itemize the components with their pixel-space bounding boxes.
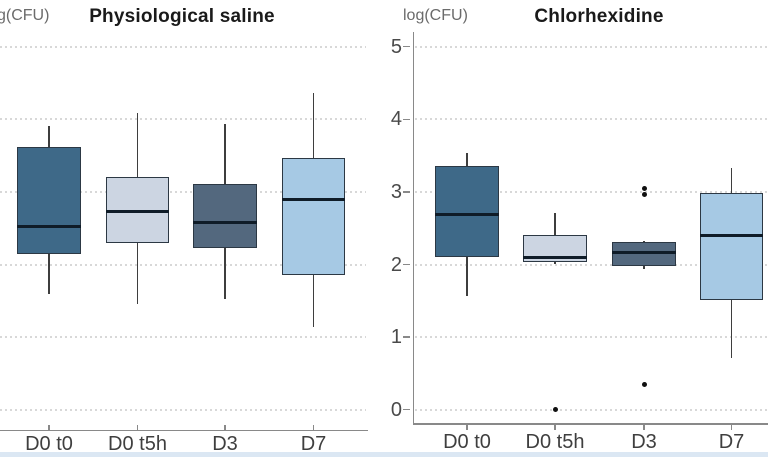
x-tick-label-D0 t5h: D0 t5h xyxy=(108,433,167,455)
y-tick-4 xyxy=(402,118,410,121)
x-tick-label-D7: D7 xyxy=(300,433,327,455)
y-tick-label-4: 4 xyxy=(390,108,402,131)
boxplot-box-D3 xyxy=(193,183,257,248)
gridline-y4 xyxy=(0,118,366,121)
gridline-y1 xyxy=(0,336,366,339)
y-axis-title-right: log(CFU) xyxy=(403,7,468,24)
x-tick-label-D0 t5h: D0 t5h xyxy=(525,431,585,453)
x-tick-label-D0 t0: D0 t0 xyxy=(443,431,491,453)
gridline-y1 xyxy=(415,336,768,339)
outlier-dot-D0 t5h xyxy=(552,407,558,413)
median-line-D0 t0 xyxy=(17,224,81,228)
gridline-y5 xyxy=(0,45,366,48)
y-tick-label-0: 0 xyxy=(390,398,402,421)
y-axis-line xyxy=(412,32,414,425)
gridline-y3 xyxy=(0,190,366,193)
boxplot-box-D7 xyxy=(281,157,346,275)
outlier-dot-D3 xyxy=(641,191,647,197)
y-tick-label-3: 3 xyxy=(390,180,402,203)
median-line-D0 t5h xyxy=(105,210,170,213)
x-tick-label-D3: D3 xyxy=(631,431,657,453)
median-line-D3 xyxy=(193,220,257,224)
x-axis-line xyxy=(0,429,368,431)
gridline-y4 xyxy=(415,118,768,121)
boxplot-box-D3 xyxy=(612,241,676,266)
x-tick-D0 t0 xyxy=(48,424,50,430)
x-tick-D0 t5h xyxy=(136,424,139,430)
panel-title-saline: Physiological saline xyxy=(89,6,275,27)
x-tick-D0 t5h xyxy=(554,424,556,430)
gridline-y2 xyxy=(0,263,366,266)
bottom-strip xyxy=(0,452,768,457)
y-tick-0 xyxy=(402,408,410,411)
gridline-y0 xyxy=(0,408,366,411)
boxplot-box-D0 t0 xyxy=(17,146,81,255)
x-tick-label-D0 t0: D0 t0 xyxy=(25,433,73,455)
boxplot-box-D7 xyxy=(699,192,764,301)
gridline-y3 xyxy=(415,190,768,193)
x-tick-label-D3: D3 xyxy=(212,433,238,455)
y-axis-title-left: g(CFU) xyxy=(0,7,50,24)
y-tick-2 xyxy=(402,263,410,266)
median-line-D3 xyxy=(612,250,676,254)
x-tick-D7 xyxy=(730,424,733,430)
y-tick-label-2: 2 xyxy=(390,253,402,276)
x-axis-line xyxy=(413,423,768,425)
y-tick-5 xyxy=(402,45,410,48)
gridline-y0 xyxy=(415,408,768,411)
median-line-D7 xyxy=(281,198,346,202)
median-line-D0 t5h xyxy=(523,255,587,259)
outlier-dot-D3 xyxy=(641,185,647,191)
x-tick-D3 xyxy=(643,424,645,430)
gridline-y5 xyxy=(415,45,768,48)
outlier-dot-D3 xyxy=(641,381,647,387)
x-tick-D3 xyxy=(224,424,226,430)
median-line-D7 xyxy=(699,233,764,237)
x-tick-label-D7: D7 xyxy=(718,431,745,453)
boxplot-box-D0 t0 xyxy=(435,166,499,257)
y-tick-1 xyxy=(402,336,410,338)
y-tick-label-5: 5 xyxy=(390,35,402,58)
x-tick-D0 t0 xyxy=(466,424,468,430)
x-tick-D7 xyxy=(312,424,315,430)
y-tick-label-1: 1 xyxy=(390,326,402,349)
y-tick-3 xyxy=(402,191,410,193)
panel-title-chlorhexidine: Chlorhexidine xyxy=(534,6,664,27)
gridline-y2 xyxy=(415,263,768,266)
median-line-D0 t0 xyxy=(435,212,499,216)
